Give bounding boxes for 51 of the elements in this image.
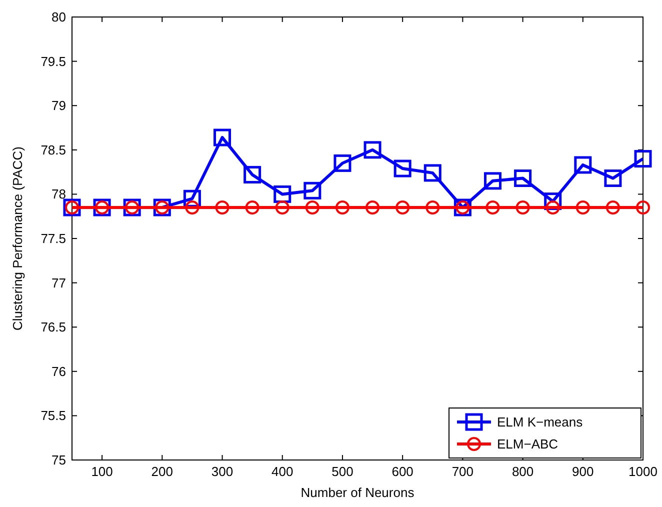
y-tick-label: 79.5 — [40, 54, 66, 69]
x-tick-label: 600 — [392, 464, 414, 479]
x-tick-label: 800 — [512, 464, 534, 479]
x-tick-label: 200 — [151, 464, 174, 479]
y-tick-label: 76.5 — [40, 320, 66, 335]
point — [576, 200, 590, 214]
legend-label: ELM−ABC — [497, 436, 558, 452]
point — [366, 200, 380, 214]
point — [396, 200, 410, 214]
point — [514, 170, 532, 187]
y-tick-label: 78.5 — [40, 142, 66, 158]
y-axis-title: Clustering Performance (PACC) — [10, 146, 25, 330]
point — [185, 200, 200, 214]
point — [335, 200, 350, 214]
y-tick-label: 77 — [52, 275, 66, 290]
y-tick-label: 77.5 — [40, 231, 66, 246]
point — [334, 154, 352, 172]
legend-label: ELM K−means — [497, 414, 584, 430]
point — [214, 128, 232, 146]
y-tick-label: 76 — [52, 364, 66, 379]
y-tick-label: 75.5 — [40, 408, 66, 424]
x-tick-label: 100 — [91, 464, 113, 479]
point — [244, 166, 262, 184]
y-tick-label: 75 — [52, 452, 66, 468]
point — [364, 141, 382, 159]
point — [245, 200, 260, 214]
x-tick-label: 400 — [272, 464, 294, 479]
point — [486, 200, 500, 214]
x-tick-label: 500 — [332, 464, 354, 479]
y-tick-label: 79 — [52, 98, 66, 114]
point — [484, 172, 502, 190]
point — [634, 150, 652, 168]
point — [275, 200, 290, 214]
x-axis-title: Number of Neurons — [300, 485, 415, 500]
y-tick-label: 80 — [52, 10, 66, 24]
point — [516, 200, 530, 214]
point — [305, 200, 320, 214]
point — [394, 160, 412, 178]
point — [606, 200, 620, 214]
point — [215, 200, 230, 214]
point — [304, 182, 322, 200]
point — [574, 156, 592, 174]
y-tick-label: 78 — [52, 186, 66, 202]
x-tick-label: 1000 — [628, 464, 658, 479]
x-tick-label: 900 — [572, 464, 594, 479]
point — [636, 200, 650, 214]
x-tick-label: 300 — [211, 464, 234, 479]
point — [604, 170, 622, 187]
point — [426, 200, 440, 214]
x-tick-label: 700 — [452, 464, 474, 479]
point — [424, 164, 442, 182]
